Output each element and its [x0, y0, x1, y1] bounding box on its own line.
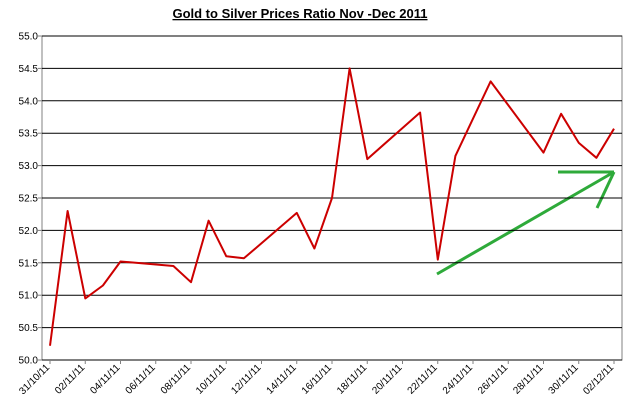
y-tick-label: 53.5	[19, 129, 39, 140]
x-tick-label: 14/11/11	[265, 362, 300, 397]
x-tick-label: 10/11/11	[194, 362, 229, 397]
y-tick-label: 55.0	[19, 32, 39, 43]
x-tick-label: 08/11/11	[159, 362, 194, 397]
x-tick-label: 16/11/11	[300, 362, 335, 397]
x-tick-label: 28/11/11	[511, 362, 546, 397]
y-tick-label: 54.5	[19, 64, 39, 75]
x-tick-label: 04/11/11	[88, 362, 123, 397]
y-tick-label: 52.5	[19, 194, 39, 205]
chart-title: Gold to Silver Prices Ratio Nov -Dec 201…	[172, 6, 427, 21]
x-tick-label: 02/11/11	[53, 362, 88, 397]
y-tick-label: 51.5	[19, 258, 39, 269]
y-tick-label: 50.0	[19, 356, 39, 367]
x-tick-label: 20/11/11	[370, 362, 405, 397]
x-tick-label: 22/11/11	[406, 362, 441, 397]
x-tick-label: 18/11/11	[335, 362, 370, 397]
y-tick-label: 50.5	[19, 323, 39, 334]
series-line	[49, 67, 615, 346]
x-tick-label: 12/11/11	[229, 362, 264, 397]
y-tick-label: 52.0	[19, 226, 39, 237]
x-tick-label: 02/12/11	[581, 362, 616, 397]
x-tick-label: 30/11/11	[547, 362, 582, 397]
y-tick-label: 53.0	[19, 161, 39, 172]
arrow-head	[595, 171, 616, 209]
y-tick-label: 51.0	[19, 291, 39, 302]
x-tick-label: 06/11/11	[124, 362, 159, 397]
x-tick-label: 24/11/11	[441, 362, 476, 397]
arrow-shaft	[436, 170, 615, 276]
y-tick-label: 54.0	[19, 96, 39, 107]
trend-arrow	[436, 170, 616, 276]
x-tick-label: 26/11/11	[476, 362, 511, 397]
x-tick-label: 31/10/11	[17, 362, 52, 397]
